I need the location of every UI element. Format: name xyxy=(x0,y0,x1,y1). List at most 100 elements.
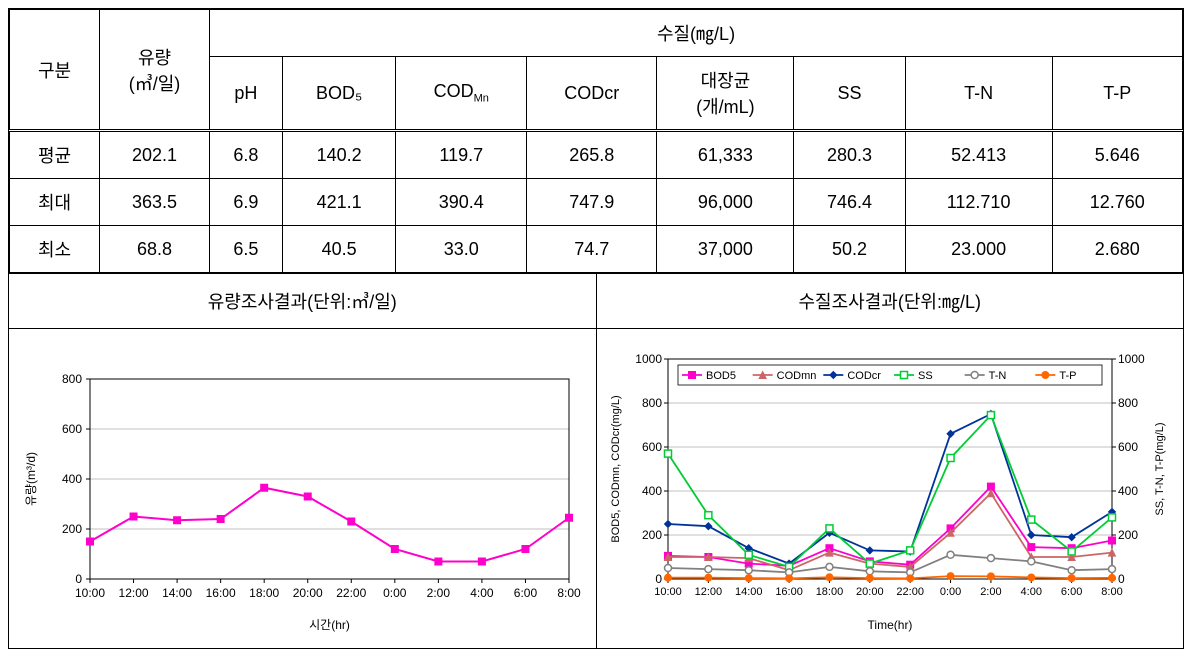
th-bod5: BOD₅ xyxy=(282,57,396,131)
cell: 6.9 xyxy=(210,179,283,226)
cell: 2.680 xyxy=(1052,226,1182,273)
svg-text:SS, T-N, T-P(mg/L): SS, T-N, T-P(mg/L) xyxy=(1154,422,1166,515)
svg-text:BOD5, CODmn, CODcr(mg/L): BOD5, CODmn, CODcr(mg/L) xyxy=(610,395,622,542)
svg-text:12:00: 12:00 xyxy=(119,586,149,600)
svg-text:T-N: T-N xyxy=(988,370,1006,382)
th-flow: 유량 (㎥/일) xyxy=(100,10,210,131)
svg-text:600: 600 xyxy=(1118,440,1138,454)
wq-chart-cell: 002002004004006006008008001000100010:001… xyxy=(597,329,1184,648)
svg-text:유량(m³/d): 유량(m³/d) xyxy=(24,452,38,506)
cell: 12.760 xyxy=(1052,179,1182,226)
cell: 23.000 xyxy=(905,226,1052,273)
report-container: 구분 유량 (㎥/일) 수질(㎎/L) pH BOD₅ CODMn CODcr … xyxy=(8,8,1184,649)
chart-titles-row: 유량조사결과(단위:㎥/일) 수질조사결과(단위:㎎/L) xyxy=(9,273,1183,328)
cell: 68.8 xyxy=(100,226,210,273)
flow-chart: 020040060080010:0012:0014:0016:0018:0020… xyxy=(15,339,589,639)
svg-text:600: 600 xyxy=(62,422,82,436)
cell: 6.8 xyxy=(210,131,283,179)
svg-text:14:00: 14:00 xyxy=(162,586,192,600)
water-quality-chart: 002002004004006006008008001000100010:001… xyxy=(603,339,1177,639)
cell: 5.646 xyxy=(1052,131,1182,179)
svg-text:18:00: 18:00 xyxy=(815,586,843,598)
chart-title-left: 유량조사결과(단위:㎥/일) xyxy=(9,274,597,328)
svg-text:10:00: 10:00 xyxy=(654,586,682,598)
cell: 280.3 xyxy=(794,131,905,179)
svg-text:0: 0 xyxy=(75,572,82,586)
svg-text:800: 800 xyxy=(1118,396,1138,410)
cell: 746.4 xyxy=(794,179,905,226)
svg-text:0: 0 xyxy=(1118,572,1125,586)
cell: 6.5 xyxy=(210,226,283,273)
svg-text:400: 400 xyxy=(62,472,82,486)
svg-text:1000: 1000 xyxy=(1118,352,1145,366)
cell: 421.1 xyxy=(282,179,396,226)
svg-text:400: 400 xyxy=(641,484,661,498)
cell: 202.1 xyxy=(100,131,210,179)
svg-text:6:00: 6:00 xyxy=(514,586,538,600)
cell: 52.413 xyxy=(905,131,1052,179)
th-tn: T-N xyxy=(905,57,1052,131)
svg-text:BOD5: BOD5 xyxy=(706,370,736,382)
svg-text:16:00: 16:00 xyxy=(775,586,803,598)
row-label: 평균 xyxy=(10,131,100,179)
svg-text:CODmn: CODmn xyxy=(776,370,816,382)
cell: 37,000 xyxy=(657,226,794,273)
cell: 747.9 xyxy=(527,179,657,226)
flow-chart-cell: 020040060080010:0012:0014:0016:0018:0020… xyxy=(9,329,597,648)
cell: 390.4 xyxy=(396,179,527,226)
th-ss: SS xyxy=(794,57,905,131)
th-wq: 수질(㎎/L) xyxy=(210,10,1183,57)
table-row: 평균 202.1 6.8 140.2 119.7 265.8 61,333 28… xyxy=(10,131,1183,179)
row-label: 최대 xyxy=(10,179,100,226)
table-row: 최대 363.5 6.9 421.1 390.4 747.9 96,000 74… xyxy=(10,179,1183,226)
cell: 33.0 xyxy=(396,226,527,273)
svg-text:600: 600 xyxy=(641,440,661,454)
svg-text:SS: SS xyxy=(918,370,933,382)
svg-text:200: 200 xyxy=(1118,528,1138,542)
svg-text:14:00: 14:00 xyxy=(734,586,762,598)
cell: 265.8 xyxy=(527,131,657,179)
cell: 363.5 xyxy=(100,179,210,226)
svg-text:4:00: 4:00 xyxy=(470,586,494,600)
svg-text:18:00: 18:00 xyxy=(249,586,279,600)
svg-text:0:00: 0:00 xyxy=(939,586,960,598)
th-tp: T-P xyxy=(1052,57,1182,131)
th-codmn: CODMn xyxy=(396,57,527,131)
cell: 119.7 xyxy=(396,131,527,179)
svg-text:22:00: 22:00 xyxy=(336,586,366,600)
svg-text:시간(hr): 시간(hr) xyxy=(309,618,350,632)
svg-text:4:00: 4:00 xyxy=(1020,586,1041,598)
th-coliform: 대장균 (개/mL) xyxy=(657,57,794,131)
charts-row: 0 200 400 600 800 10:00 12:00 14:00 16:00 18:00 20… xyxy=(9,328,1183,648)
svg-text:6:00: 6:00 xyxy=(1060,586,1081,598)
cell: 40.5 xyxy=(282,226,396,273)
svg-text:2:00: 2:00 xyxy=(980,586,1001,598)
svg-text:0: 0 xyxy=(655,572,662,586)
svg-text:8:00: 8:00 xyxy=(1101,586,1122,598)
th-gubun: 구분 xyxy=(10,10,100,131)
data-table: 구분 유량 (㎥/일) 수질(㎎/L) pH BOD₅ CODMn CODcr … xyxy=(9,9,1183,273)
svg-text:200: 200 xyxy=(62,522,82,536)
cell: 61,333 xyxy=(657,131,794,179)
th-ph: pH xyxy=(210,57,283,131)
cell: 74.7 xyxy=(527,226,657,273)
svg-text:400: 400 xyxy=(1118,484,1138,498)
svg-text:800: 800 xyxy=(641,396,661,410)
svg-text:20:00: 20:00 xyxy=(856,586,884,598)
svg-text:0:00: 0:00 xyxy=(383,586,407,600)
table-row: 최소 68.8 6.5 40.5 33.0 74.7 37,000 50.2 2… xyxy=(10,226,1183,273)
svg-text:Time(hr): Time(hr) xyxy=(867,618,912,632)
row-label: 최소 xyxy=(10,226,100,273)
svg-text:10:00: 10:00 xyxy=(75,586,105,600)
svg-text:16:00: 16:00 xyxy=(206,586,236,600)
svg-text:CODcr: CODcr xyxy=(847,370,881,382)
svg-text:T-P: T-P xyxy=(1059,370,1076,382)
cell: 50.2 xyxy=(794,226,905,273)
svg-text:20:00: 20:00 xyxy=(293,586,323,600)
svg-text:2:00: 2:00 xyxy=(427,586,451,600)
svg-text:200: 200 xyxy=(641,528,661,542)
svg-text:22:00: 22:00 xyxy=(896,586,924,598)
cell: 140.2 xyxy=(282,131,396,179)
cell: 96,000 xyxy=(657,179,794,226)
th-codcr: CODcr xyxy=(527,57,657,131)
